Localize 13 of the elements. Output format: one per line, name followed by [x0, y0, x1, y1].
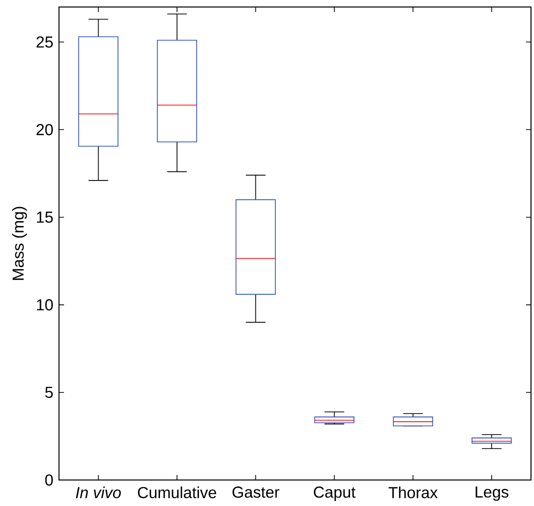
x-tick-label: Caput [314, 486, 356, 501]
y-tick-label: 25 [36, 36, 53, 48]
y-tick-label: 10 [36, 299, 53, 310]
x-tick-label: Cumulative [138, 486, 216, 498]
y-tick-label: 5 [45, 386, 53, 398]
y-tick-label: 0 [45, 474, 53, 486]
y-axis-title: Mass (mg) [12, 206, 27, 280]
y-tick-label: 15 [36, 212, 53, 223]
x-tick-label: Legs [476, 486, 508, 501]
x-tick-label: Gaster [232, 486, 280, 498]
y-tick-label: 20 [36, 124, 53, 136]
x-tick-label: In vivo [76, 486, 121, 498]
x-tick-label: Thorax [388, 486, 438, 498]
